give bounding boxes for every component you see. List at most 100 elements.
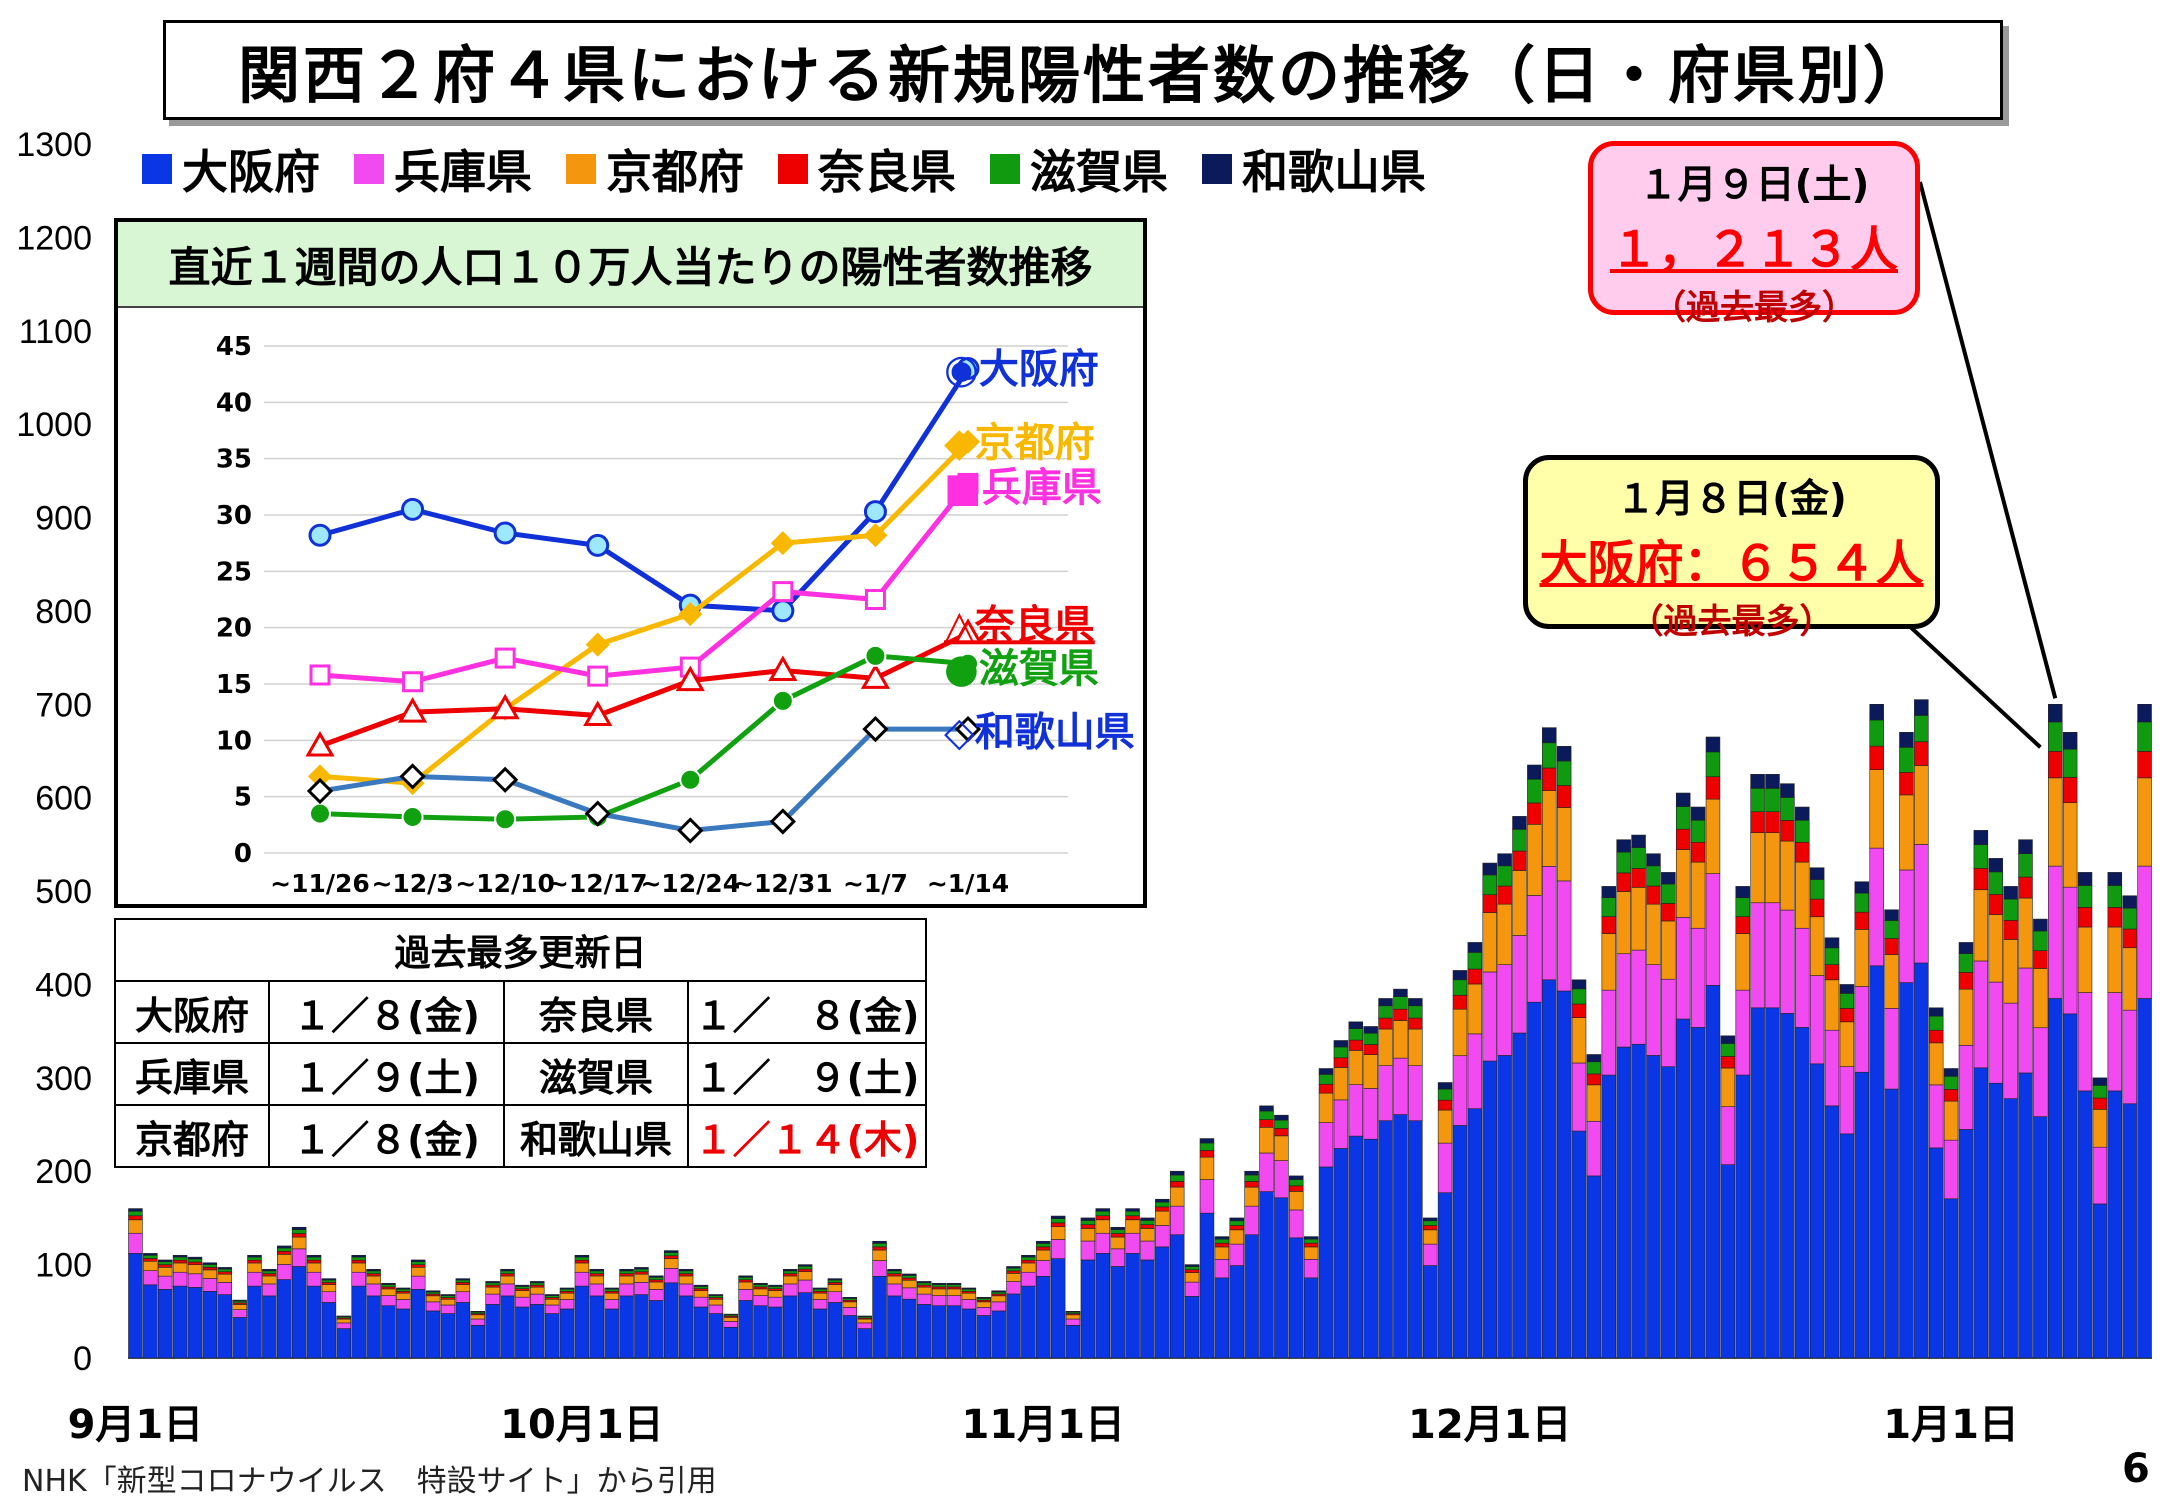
inset-line-chart: 0 5 10 15 20 25 30 35 40 45 ~11/26 ~12/3 ~12/10~12/1…	[216, 332, 1135, 898]
bar-segment	[2062, 886, 2078, 1015]
bar-segment	[187, 1264, 203, 1275]
bar-segment	[2122, 907, 2137, 930]
bar-segment	[1899, 732, 1914, 748]
bar-segment	[1542, 767, 1557, 791]
bar-segment	[2107, 885, 2123, 908]
bar-segment	[1527, 1001, 1542, 1359]
bar-segment	[1943, 1198, 1959, 1359]
bar-segment	[1750, 788, 1765, 812]
bar-segment	[1690, 841, 1706, 863]
inset-series-line	[319, 440, 970, 786]
bar-segment	[1795, 806, 1810, 821]
bar-segment	[723, 1321, 738, 1328]
bar-segment	[1869, 745, 1884, 770]
bar-segment	[902, 1275, 917, 1279]
inset-series-line	[319, 653, 969, 822]
inset-point	[957, 652, 979, 675]
record-table-cell: 大阪府	[114, 980, 270, 1044]
bar-segment	[738, 1300, 753, 1359]
bar-segment	[1125, 1232, 1140, 1254]
bar-segment	[1036, 1260, 1051, 1277]
inset-point	[863, 500, 887, 524]
bar-segment	[1125, 1215, 1140, 1221]
inset-point	[956, 357, 980, 381]
bar-segment	[291, 1229, 307, 1234]
bar-segment	[559, 1288, 575, 1292]
inset-y-tick: 10	[216, 726, 252, 756]
bar-segment	[217, 1273, 232, 1283]
bar-segment	[410, 1261, 426, 1265]
legend-item: 和歌山県	[1202, 136, 1426, 202]
bar-segment	[277, 1251, 292, 1255]
bar-segment	[1184, 1264, 1200, 1267]
bar-segment	[753, 1295, 768, 1307]
bar-segment	[1705, 798, 1721, 874]
bar-segment	[1542, 979, 1557, 1359]
bar-segment	[723, 1313, 738, 1316]
bar-segment	[1378, 998, 1393, 1007]
bar-segment	[1720, 1035, 1736, 1044]
bar-segment	[515, 1290, 530, 1298]
bar-segment	[1601, 886, 1617, 899]
bar-segment	[2018, 839, 2033, 855]
bar-segment	[1586, 1073, 1602, 1086]
bar-segment	[306, 1254, 322, 1258]
bar-segment	[351, 1259, 366, 1264]
bar-segment	[589, 1283, 605, 1297]
bar-segment	[1184, 1296, 1200, 1359]
bar-segment	[723, 1317, 738, 1322]
bar-segment	[1006, 1266, 1021, 1269]
bar-segment	[1184, 1269, 1200, 1273]
bar-segment	[946, 1305, 962, 1359]
inset-series-label: △奈良県	[944, 602, 1095, 648]
bar-segment	[916, 1284, 932, 1288]
bar-segment	[708, 1313, 724, 1359]
bar-segment	[2092, 1203, 2108, 1359]
bar-segment	[1869, 719, 1884, 747]
inset-x-tick: ~12/3	[371, 869, 453, 898]
inset-point	[677, 817, 704, 844]
bar-segment	[1884, 1008, 1899, 1090]
bar-segment	[202, 1267, 218, 1271]
bar-segment	[262, 1270, 277, 1274]
inset-point	[494, 808, 517, 831]
record-table-cell: １／１４(木)	[687, 1104, 927, 1168]
bar-segment	[1482, 1060, 1497, 1359]
bar-segment	[515, 1284, 530, 1287]
bar-segment	[1556, 807, 1572, 882]
bar-segment	[1646, 853, 1661, 867]
bar-segment	[1348, 1021, 1364, 1029]
bar-segment	[143, 1253, 158, 1256]
bar-segment	[1899, 772, 1914, 796]
inset-point	[399, 763, 426, 790]
bar-segment	[1318, 1122, 1334, 1168]
bar-segment	[1050, 1215, 1066, 1219]
bar-segment	[991, 1291, 1006, 1295]
bar-segment	[1824, 1105, 1840, 1359]
bar-segment	[143, 1270, 158, 1286]
bar-segment	[887, 1295, 902, 1359]
bar-segment	[1586, 1054, 1602, 1063]
bar-segment	[1289, 1185, 1304, 1192]
bar-segment	[1646, 865, 1661, 887]
bar-segment	[1512, 1032, 1527, 1359]
osaka-annotation: １月８日(金) 大阪府：６５４人 （過去最多）	[1523, 455, 1940, 642]
peak-date: １月９日(土)	[1638, 163, 1870, 208]
bar-segment	[2137, 998, 2152, 1359]
bar-segment	[961, 1308, 977, 1359]
bar-segment	[336, 1315, 352, 1318]
bar-segment	[306, 1285, 322, 1359]
bar-segment	[1140, 1259, 1155, 1359]
bar-segment	[1958, 1129, 1974, 1359]
bar-segment	[1675, 792, 1691, 807]
bar-segment	[991, 1310, 1006, 1359]
bar-segment	[2033, 918, 2048, 932]
bar-segment	[1928, 1029, 1944, 1044]
bar-segment	[1259, 1191, 1274, 1359]
bar-segment	[187, 1287, 203, 1359]
bar-segment	[2003, 886, 2018, 900]
bar-segment	[1854, 911, 1870, 930]
bar-segment	[1928, 1015, 1944, 1031]
bar-segment	[2122, 895, 2137, 909]
